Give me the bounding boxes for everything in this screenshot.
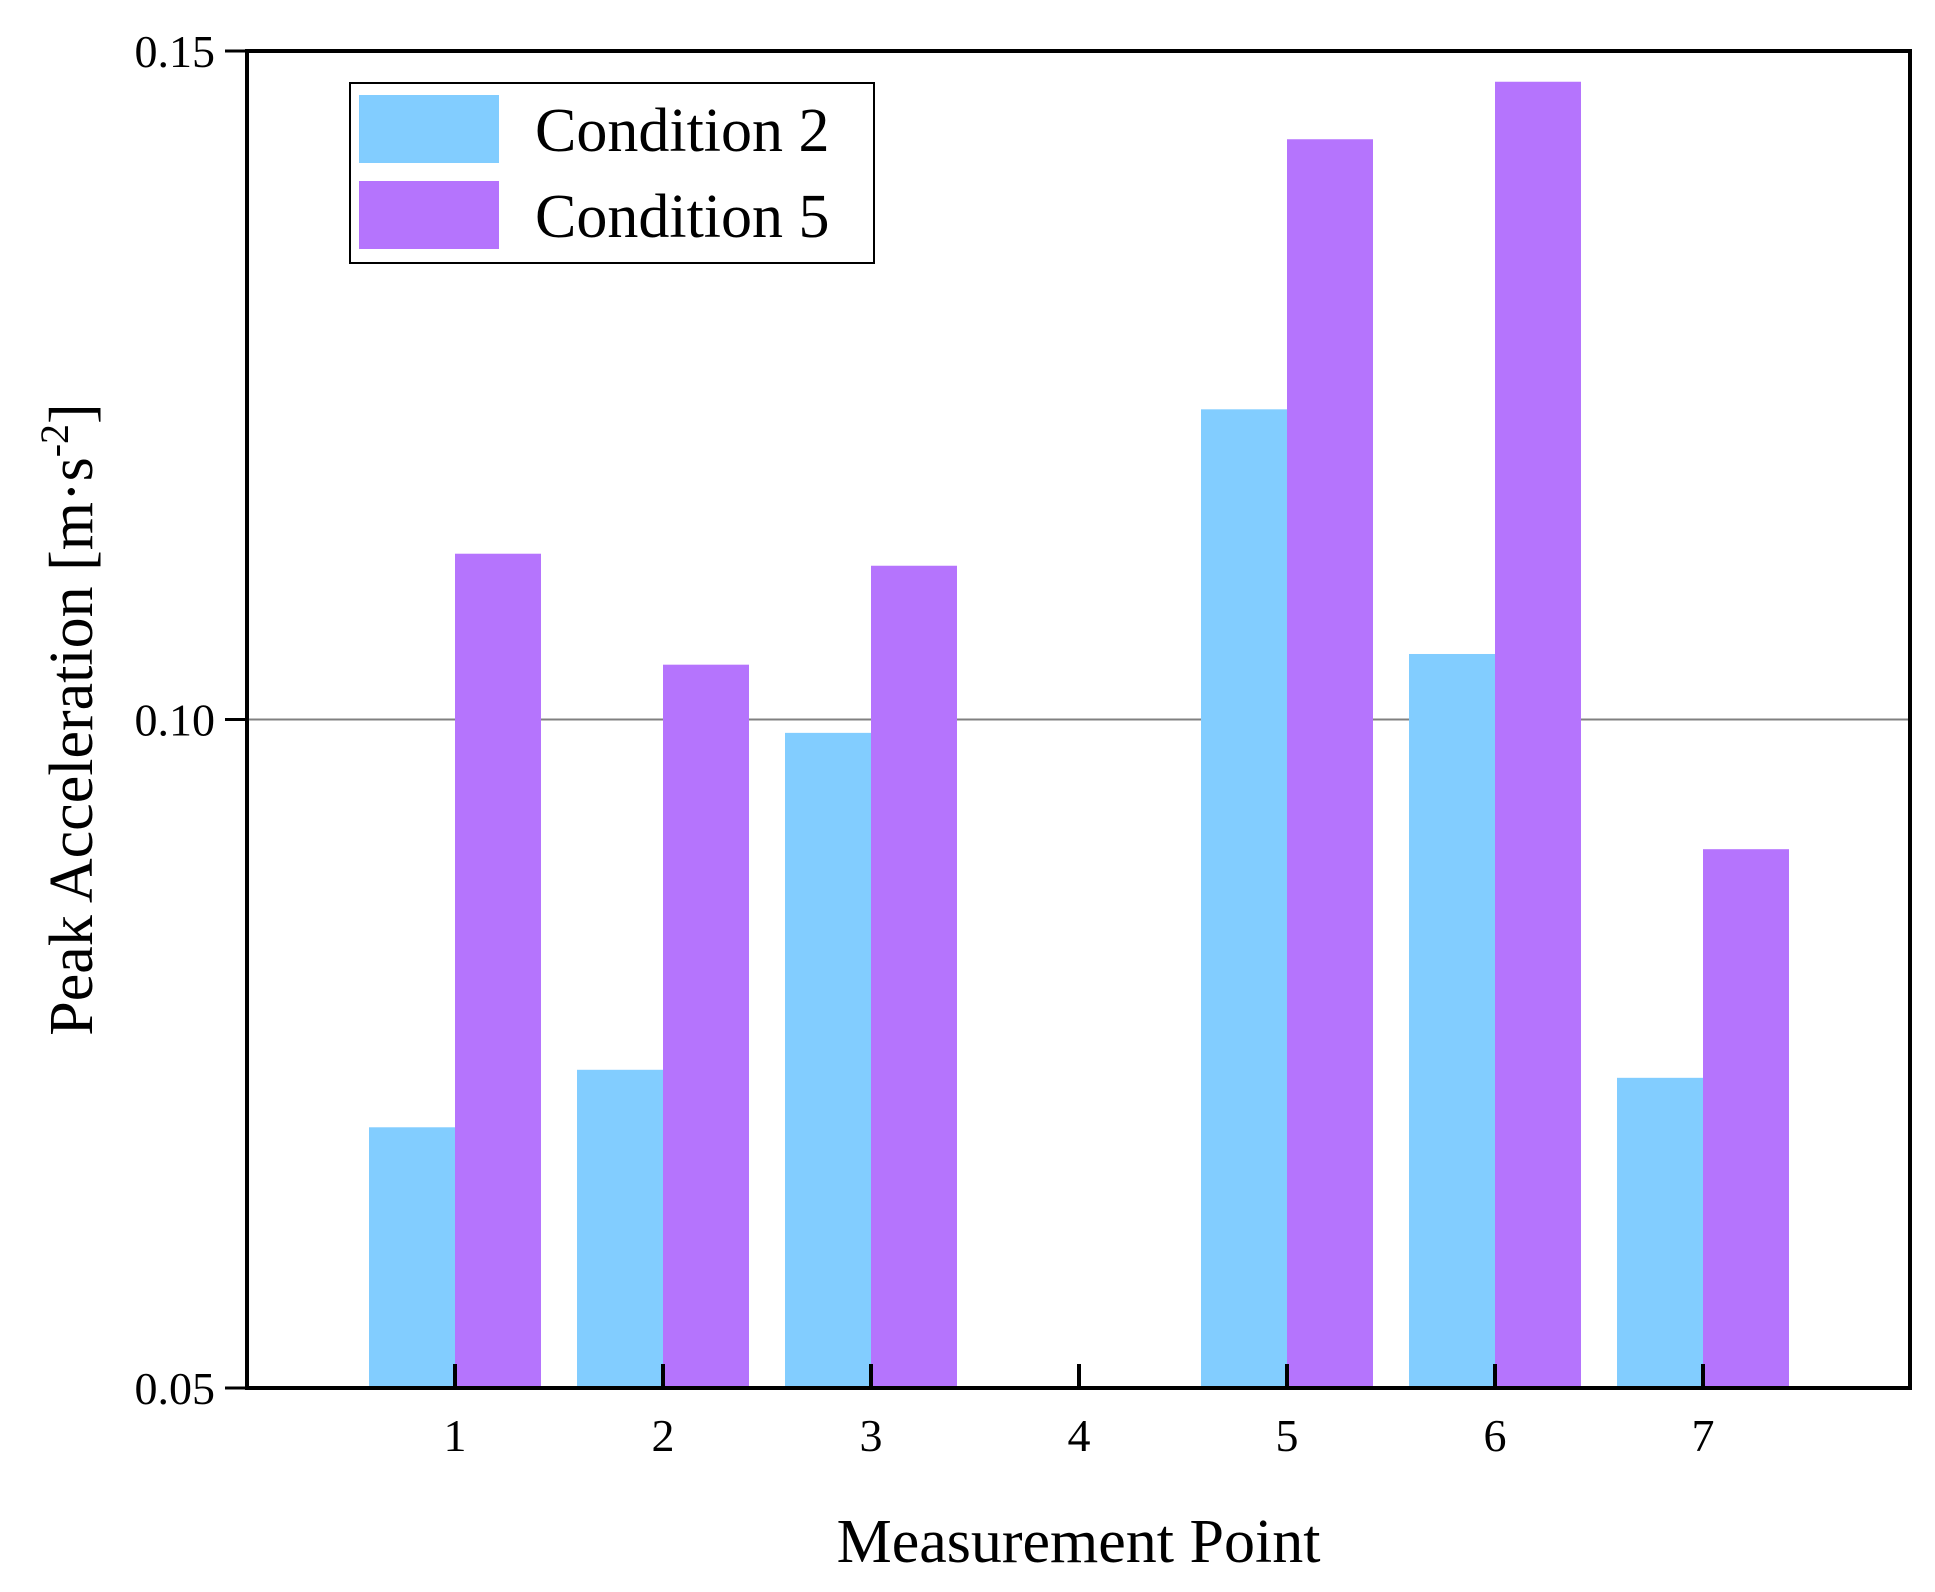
- bar-condition-5-point-3: [871, 565, 957, 1388]
- y-axis-title-close: ]: [38, 403, 106, 424]
- x-tick-label-6: 6: [1484, 1410, 1507, 1461]
- legend: Condition 2 Condition 5: [349, 82, 875, 264]
- bar-condition-5-point-1: [455, 553, 541, 1388]
- bar-condition-5-point-5: [1287, 139, 1373, 1389]
- x-tick-label-1: 1: [444, 1410, 467, 1461]
- bar-condition-2-point-7: [1617, 1077, 1703, 1388]
- x-axis-ticks: 1 2 3 4 5 6 7: [444, 1364, 1715, 1461]
- y-tick-label-0.10: 0.10: [135, 695, 216, 746]
- bar-condition-5-point-6: [1495, 81, 1581, 1389]
- bar-condition-2-point-5: [1201, 409, 1287, 1388]
- bar-condition-5-point-7: [1703, 849, 1789, 1388]
- legend-label-condition-2: Condition 2: [535, 97, 830, 165]
- bars-group: [369, 81, 1789, 1389]
- bar-condition-2-point-2: [577, 1069, 663, 1388]
- legend-swatch-condition-5: [359, 181, 499, 249]
- legend-swatch-condition-2: [359, 95, 499, 163]
- y-tick-label-0.05: 0.05: [135, 1363, 216, 1414]
- bar-condition-2-point-1: [369, 1127, 455, 1388]
- x-tick-label-2: 2: [652, 1410, 675, 1461]
- x-tick-label-7: 7: [1692, 1410, 1715, 1461]
- y-axis-title: Peak Acceleration [m·s-2]: [32, 403, 106, 1035]
- bar-condition-2-point-3: [785, 732, 871, 1388]
- y-axis-title-main: Peak Acceleration [m·s: [38, 457, 106, 1035]
- y-tick-label-0.15: 0.15: [135, 26, 216, 77]
- bar-condition-2-point-6: [1409, 653, 1495, 1388]
- y-axis-title-exponent: -2: [32, 424, 77, 457]
- bar-condition-5-point-2: [663, 664, 749, 1388]
- x-tick-label-5: 5: [1276, 1410, 1299, 1461]
- x-axis-title: Measurement Point: [837, 1508, 1321, 1576]
- legend-label-condition-5: Condition 5: [535, 183, 830, 251]
- x-tick-label-4: 4: [1068, 1410, 1091, 1461]
- y-axis-ticks: 0.05 0.10 0.15: [135, 26, 247, 1414]
- x-tick-label-3: 3: [860, 1410, 883, 1461]
